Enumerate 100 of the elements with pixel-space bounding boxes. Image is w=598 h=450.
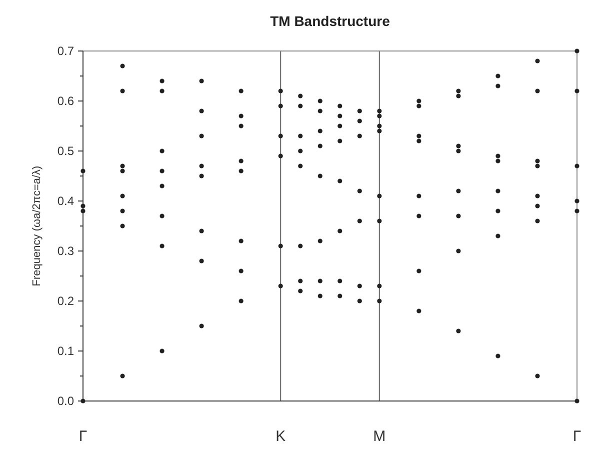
point bbox=[377, 114, 382, 118]
point bbox=[199, 108, 204, 114]
y-tick-label: 0.0 bbox=[57, 394, 74, 408]
point bbox=[160, 214, 164, 218]
point bbox=[120, 168, 125, 174]
point bbox=[160, 148, 164, 154]
point bbox=[377, 194, 382, 198]
point bbox=[496, 84, 500, 88]
point bbox=[338, 114, 342, 118]
point bbox=[496, 154, 500, 158]
point bbox=[120, 164, 125, 168]
point bbox=[377, 218, 382, 224]
y-tick-label: 0.4 bbox=[57, 194, 74, 208]
point bbox=[238, 124, 244, 128]
point bbox=[456, 248, 461, 254]
point bbox=[357, 298, 362, 304]
point bbox=[80, 204, 86, 208]
point bbox=[574, 164, 580, 168]
point bbox=[496, 234, 500, 238]
point bbox=[318, 128, 322, 134]
point bbox=[416, 194, 422, 198]
point bbox=[416, 268, 422, 274]
point bbox=[80, 168, 86, 174]
point bbox=[80, 398, 86, 404]
point bbox=[535, 158, 540, 164]
x-tick-label: M bbox=[373, 428, 386, 445]
point bbox=[298, 164, 303, 168]
point bbox=[416, 104, 422, 108]
point bbox=[318, 278, 322, 284]
point bbox=[318, 108, 322, 114]
point bbox=[535, 164, 540, 168]
point bbox=[199, 258, 204, 264]
point bbox=[298, 148, 303, 154]
point bbox=[120, 208, 125, 214]
point bbox=[238, 158, 244, 164]
point bbox=[456, 328, 461, 334]
point bbox=[278, 154, 283, 158]
point bbox=[456, 148, 461, 154]
point bbox=[120, 374, 125, 378]
point bbox=[298, 134, 303, 138]
point bbox=[535, 218, 540, 224]
point bbox=[160, 244, 164, 248]
point bbox=[357, 134, 362, 138]
point bbox=[278, 88, 283, 94]
point bbox=[456, 94, 461, 98]
point bbox=[298, 278, 303, 284]
point bbox=[318, 144, 322, 148]
point bbox=[318, 238, 322, 244]
point bbox=[238, 168, 244, 174]
y-axis-title: Frequency (ωa/2πc=a/λ) bbox=[31, 166, 43, 286]
x-tick-label: K bbox=[276, 428, 286, 445]
point bbox=[120, 224, 125, 228]
point bbox=[338, 278, 342, 284]
point bbox=[80, 208, 86, 214]
point bbox=[298, 94, 303, 98]
point bbox=[377, 128, 382, 134]
point bbox=[456, 188, 461, 194]
point bbox=[120, 88, 125, 94]
point bbox=[338, 138, 342, 144]
point bbox=[338, 228, 342, 234]
y-tick-label: 0.6 bbox=[57, 94, 74, 108]
point bbox=[574, 48, 580, 54]
point bbox=[377, 108, 382, 114]
point bbox=[338, 294, 342, 298]
point bbox=[238, 114, 244, 118]
point bbox=[238, 268, 244, 274]
point bbox=[416, 308, 422, 314]
point bbox=[456, 214, 461, 218]
point bbox=[574, 88, 580, 94]
point bbox=[496, 354, 500, 358]
point bbox=[199, 164, 204, 168]
point bbox=[416, 214, 422, 218]
point bbox=[120, 194, 125, 198]
point bbox=[298, 244, 303, 248]
point bbox=[377, 124, 382, 128]
point bbox=[496, 158, 500, 164]
point bbox=[199, 78, 204, 84]
point bbox=[574, 198, 580, 204]
x-tick-label: Γ bbox=[572, 428, 582, 445]
point bbox=[160, 78, 164, 84]
point bbox=[278, 134, 283, 138]
point bbox=[496, 208, 500, 214]
point bbox=[357, 188, 362, 194]
point bbox=[377, 284, 382, 288]
point bbox=[535, 88, 540, 94]
point bbox=[338, 124, 342, 128]
point bbox=[160, 168, 164, 174]
point bbox=[298, 104, 303, 108]
point bbox=[535, 194, 540, 198]
point bbox=[318, 294, 322, 298]
y-tick-label: 0.7 bbox=[57, 44, 74, 58]
point bbox=[199, 134, 204, 138]
point bbox=[416, 134, 422, 138]
point bbox=[416, 138, 422, 144]
point bbox=[160, 88, 164, 94]
y-tick-label: 0.2 bbox=[57, 294, 74, 308]
y-tick-label: 0.1 bbox=[57, 344, 74, 358]
point bbox=[160, 348, 164, 354]
chart-title: TM Bandstructure bbox=[270, 13, 390, 29]
point bbox=[535, 204, 540, 208]
